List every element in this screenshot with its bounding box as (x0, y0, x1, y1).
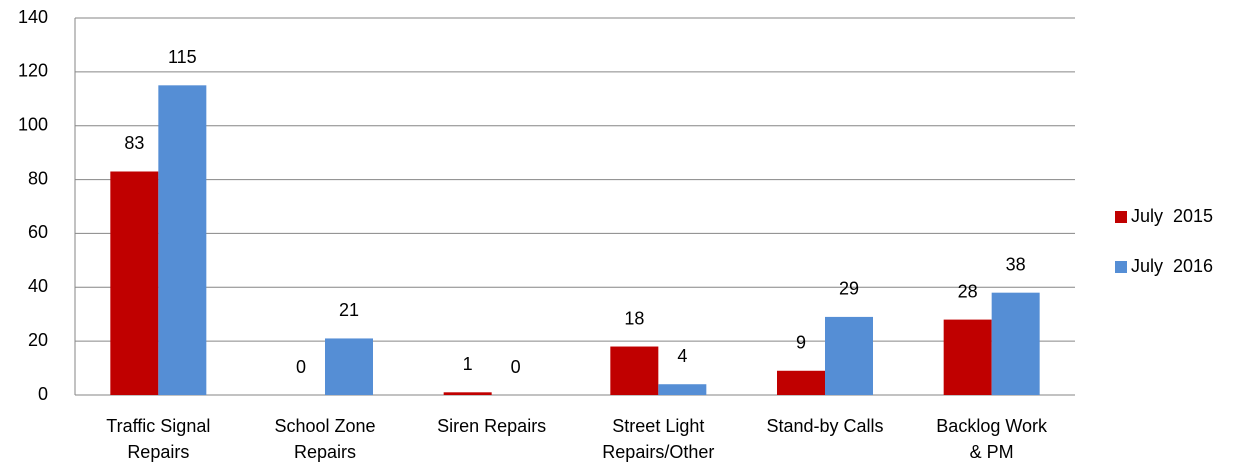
x-tick-label: Repairs (127, 442, 189, 462)
y-tick-label: 60 (28, 222, 48, 242)
data-label: 115 (168, 47, 197, 67)
data-label: 21 (339, 300, 359, 320)
legend-label: July 2015 (1131, 206, 1213, 226)
y-tick-label: 40 (28, 276, 48, 296)
data-label: 1 (463, 354, 473, 374)
data-label: 18 (624, 308, 644, 328)
y-tick-label: 20 (28, 330, 48, 350)
data-label: 0 (511, 357, 521, 377)
x-tick-label: Repairs/Other (602, 442, 714, 462)
legend-swatch (1115, 211, 1127, 223)
x-tick-label: Stand-by Calls (766, 416, 883, 436)
x-tick-label: Street Light (612, 416, 704, 436)
x-tick-label: School Zone (274, 416, 375, 436)
bar (110, 171, 159, 395)
legend-swatch (1115, 261, 1127, 273)
bar (943, 319, 992, 395)
bar (825, 316, 873, 395)
bar (777, 370, 825, 395)
bar (325, 338, 373, 395)
data-label: 28 (958, 281, 978, 301)
bar (158, 85, 207, 396)
y-tick-label: 120 (18, 61, 48, 81)
x-tick-label: Repairs (294, 442, 356, 462)
data-label: 83 (124, 133, 144, 153)
legend-label: July 2016 (1131, 256, 1213, 276)
bar (658, 384, 707, 395)
data-label: 4 (677, 346, 687, 366)
x-tick-label: Siren Repairs (437, 416, 546, 436)
bar (610, 346, 659, 395)
y-tick-label: 140 (18, 7, 48, 27)
data-label: 0 (296, 357, 306, 377)
data-label: 9 (796, 333, 806, 353)
data-label: 38 (1006, 254, 1026, 274)
y-tick-label: 80 (28, 168, 48, 188)
x-tick-label: & PM (970, 442, 1014, 462)
bar (443, 392, 492, 395)
y-tick-label: 100 (18, 114, 48, 134)
x-tick-label: Traffic Signal (106, 416, 210, 436)
y-tick-label: 0 (38, 384, 48, 404)
x-tick-label: Backlog Work (936, 416, 1048, 436)
bar (991, 292, 1040, 395)
data-label: 29 (839, 279, 859, 299)
